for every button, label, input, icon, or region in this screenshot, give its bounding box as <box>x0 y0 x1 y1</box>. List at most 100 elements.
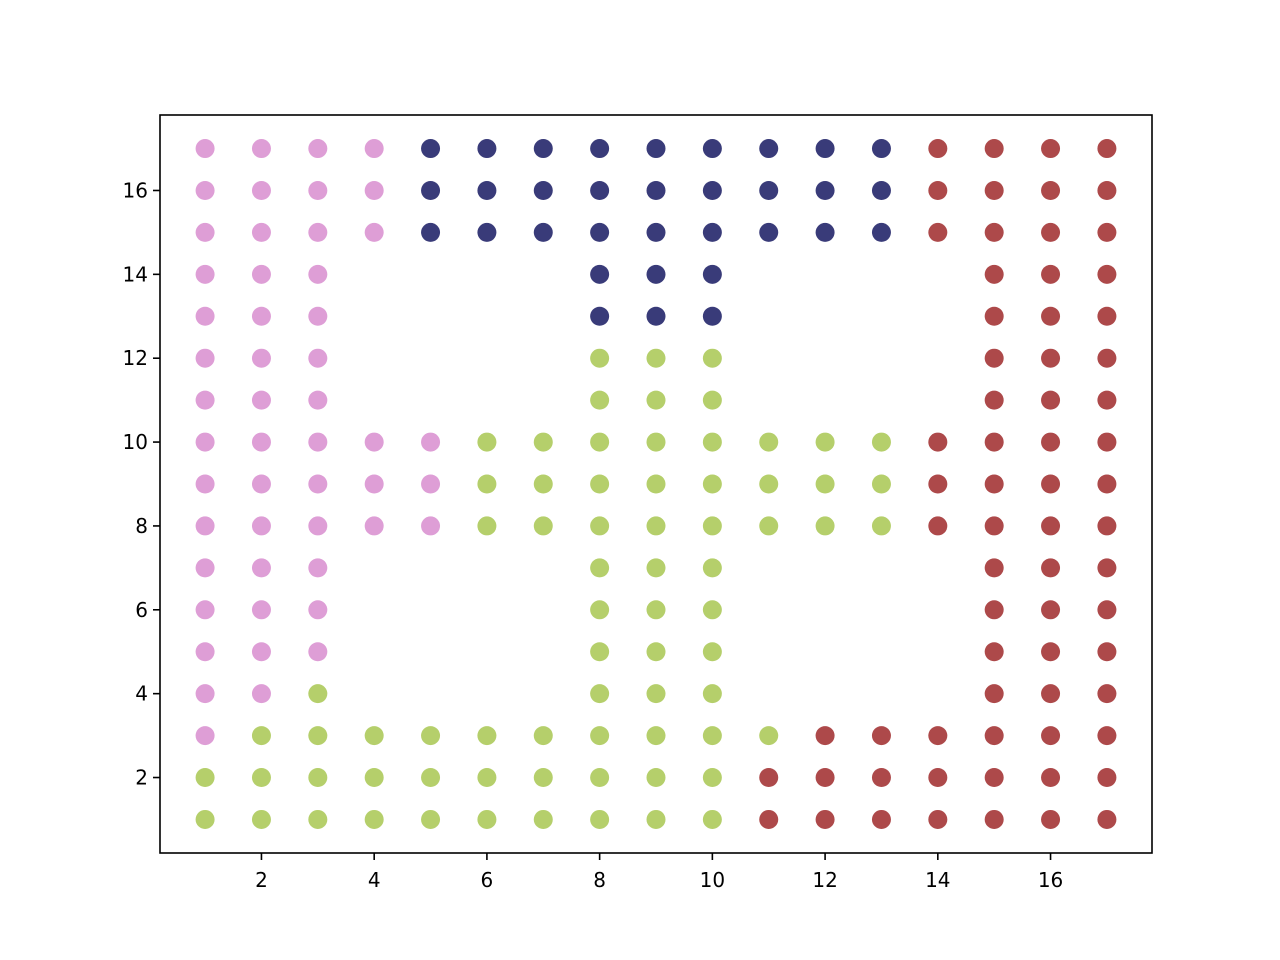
scatter-point <box>1097 768 1117 788</box>
scatter-point <box>928 432 948 452</box>
scatter-point <box>646 306 666 326</box>
scatter-point <box>421 432 441 452</box>
scatter-point <box>646 139 666 159</box>
scatter-point <box>308 768 328 788</box>
scatter-point <box>702 222 722 242</box>
scatter-point <box>702 432 722 452</box>
scatter-point <box>195 684 215 704</box>
scatter-point <box>195 306 215 326</box>
scatter-point <box>533 516 553 536</box>
scatter-point <box>1097 180 1117 200</box>
scatter-point <box>1041 684 1061 704</box>
scatter-point <box>364 726 384 746</box>
scatter-point <box>477 474 497 494</box>
scatter-point <box>1097 684 1117 704</box>
scatter-point <box>251 516 271 536</box>
scatter-point <box>815 516 835 536</box>
scatter-point <box>984 264 1004 284</box>
scatter-point <box>533 768 553 788</box>
scatter-point <box>646 726 666 746</box>
scatter-point <box>590 642 610 662</box>
scatter-point <box>195 348 215 368</box>
scatter-point <box>364 516 384 536</box>
scatter-point <box>815 432 835 452</box>
scatter-point <box>984 139 1004 159</box>
scatter-point <box>251 348 271 368</box>
scatter-point <box>421 222 441 242</box>
scatter-point <box>759 432 779 452</box>
scatter-point <box>195 768 215 788</box>
scatter-point <box>871 180 891 200</box>
scatter-point <box>1041 348 1061 368</box>
scatter-point <box>1097 432 1117 452</box>
scatter-point <box>308 516 328 536</box>
scatter-point <box>195 642 215 662</box>
scatter-point <box>195 558 215 578</box>
scatter-point <box>308 558 328 578</box>
scatter-point <box>984 390 1004 410</box>
scatter-point <box>421 180 441 200</box>
scatter-point <box>308 809 328 829</box>
scatter-point <box>646 348 666 368</box>
scatter-point <box>702 516 722 536</box>
scatter-point <box>702 474 722 494</box>
scatter-point <box>1097 348 1117 368</box>
scatter-point <box>364 768 384 788</box>
scatter-point <box>646 684 666 704</box>
y-tick-label: 14 <box>123 262 148 286</box>
scatter-point <box>1041 809 1061 829</box>
scatter-point <box>928 768 948 788</box>
scatter-point <box>251 642 271 662</box>
y-tick-label: 6 <box>135 598 148 622</box>
scatter-point <box>477 139 497 159</box>
scatter-point <box>646 809 666 829</box>
x-tick-label: 12 <box>812 868 837 892</box>
scatter-point <box>590 348 610 368</box>
scatter-point <box>251 306 271 326</box>
scatter-point <box>928 726 948 746</box>
scatter-point <box>590 390 610 410</box>
y-tick-label: 4 <box>135 682 148 706</box>
scatter-point <box>702 264 722 284</box>
scatter-point <box>195 516 215 536</box>
scatter-point <box>928 516 948 536</box>
y-tick-label: 8 <box>135 514 148 538</box>
scatter-point <box>702 768 722 788</box>
scatter-point <box>815 768 835 788</box>
scatter-point <box>421 474 441 494</box>
scatter-point <box>759 809 779 829</box>
scatter-point <box>477 768 497 788</box>
scatter-point <box>590 726 610 746</box>
scatter-point <box>590 432 610 452</box>
scatter-point <box>364 474 384 494</box>
scatter-point <box>308 348 328 368</box>
x-tick-label: 2 <box>255 868 268 892</box>
scatter-point <box>702 348 722 368</box>
scatter-point <box>1097 306 1117 326</box>
scatter-point <box>1041 264 1061 284</box>
scatter-point <box>364 139 384 159</box>
scatter-point <box>308 474 328 494</box>
scatter-point <box>1041 768 1061 788</box>
scatter-point <box>871 222 891 242</box>
scatter-point <box>928 139 948 159</box>
scatter-point <box>646 222 666 242</box>
scatter-point <box>533 474 553 494</box>
x-tick-label: 14 <box>925 868 950 892</box>
scatter-point <box>421 809 441 829</box>
scatter-point <box>702 558 722 578</box>
scatter-point <box>815 180 835 200</box>
scatter-point <box>1097 474 1117 494</box>
scatter-point <box>984 684 1004 704</box>
scatter-point <box>1041 642 1061 662</box>
scatter-point <box>590 600 610 620</box>
scatter-point <box>871 474 891 494</box>
scatter-point <box>195 390 215 410</box>
scatter-point <box>590 222 610 242</box>
scatter-point <box>1097 558 1117 578</box>
scatter-point <box>308 264 328 284</box>
scatter-point <box>533 180 553 200</box>
scatter-point <box>984 474 1004 494</box>
scatter-point <box>251 558 271 578</box>
x-tick-label: 10 <box>700 868 725 892</box>
